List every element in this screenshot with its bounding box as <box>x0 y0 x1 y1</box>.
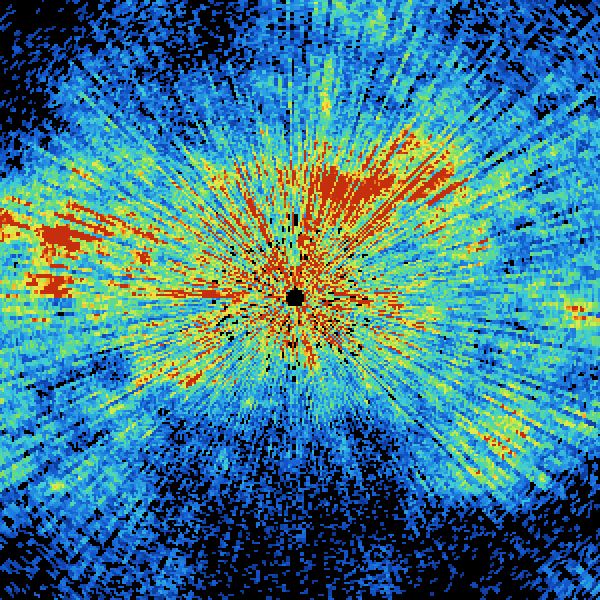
radar-display <box>0 0 600 600</box>
radar-ppi-heatmap <box>0 0 600 600</box>
